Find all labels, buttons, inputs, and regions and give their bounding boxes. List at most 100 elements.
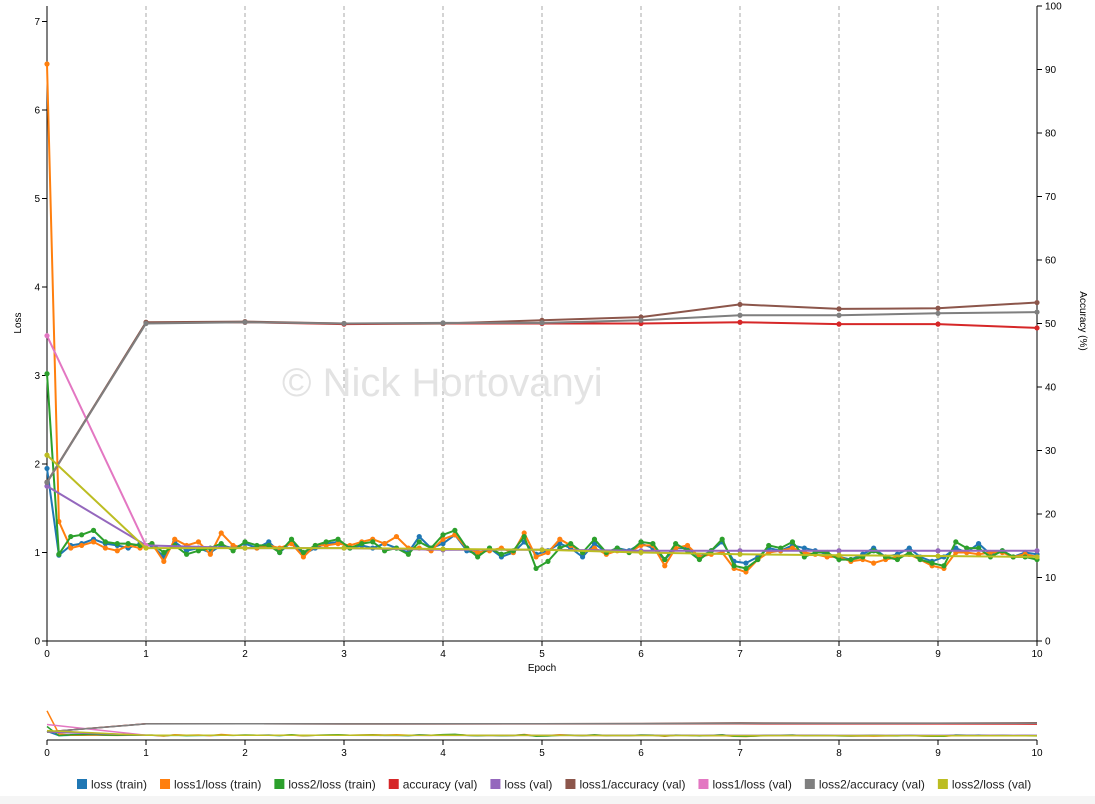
data-point-loss2-loss-train bbox=[696, 556, 703, 563]
legend-item-loss-val[interactable]: loss (val) bbox=[490, 778, 552, 792]
data-point-loss1-accuracy-val bbox=[1034, 299, 1040, 306]
data-point-loss1-loss-train bbox=[79, 542, 85, 549]
right-y-ticks: 0 10 20 30 40 50 60 70 80 90 100 bbox=[1037, 2, 1062, 648]
data-point-loss2-loss-val bbox=[341, 545, 347, 551]
data-point-loss2-loss-train bbox=[789, 539, 796, 545]
data-point-loss2-loss-train bbox=[242, 539, 248, 545]
data-point-loss2-loss-train bbox=[114, 541, 120, 547]
left-y-ticks: 0 1 2 3 4 5 6 7 bbox=[34, 17, 47, 648]
context-tick-label: 5 bbox=[539, 748, 545, 759]
context-tick-label: 7 bbox=[737, 748, 743, 759]
x-tick-label: 5 bbox=[539, 649, 545, 660]
legend-item-loss2-accuracy-val[interactable]: loss2/accuracy (val) bbox=[804, 778, 925, 792]
data-point-loss-train bbox=[591, 541, 598, 547]
legend-item-accuracy-val[interactable]: accuracy (val) bbox=[388, 778, 478, 792]
data-point-loss2-loss-train bbox=[218, 541, 224, 547]
data-point-loss2-loss-train bbox=[975, 545, 982, 551]
x-tick-label: 4 bbox=[440, 649, 446, 660]
data-point-loss2-loss-train bbox=[929, 560, 935, 566]
x-axis-title: Epoch bbox=[528, 663, 556, 674]
data-point-loss1-loss-train bbox=[871, 560, 877, 566]
data-point-loss2-loss-train bbox=[766, 542, 772, 549]
main-plot-area bbox=[44, 61, 1040, 575]
data-point-loss1-loss-train bbox=[207, 551, 213, 557]
data-point-loss2-loss-val bbox=[737, 551, 743, 557]
data-point-accuracy-val bbox=[1034, 325, 1040, 331]
data-point-loss1-loss-train bbox=[68, 545, 74, 551]
legend: loss (train) loss1/loss (train) loss2/loss… bbox=[77, 778, 1031, 792]
right-axis-title: Accuracy (%) bbox=[1077, 291, 1088, 350]
data-point-loss-val bbox=[1034, 548, 1040, 554]
data-point-loss2-loss-train bbox=[254, 542, 260, 549]
x-tick-label: 8 bbox=[836, 649, 842, 660]
data-point-loss2-loss-val bbox=[935, 553, 941, 559]
data-point-loss2-loss-train bbox=[56, 551, 62, 557]
data-point-loss1-loss-train bbox=[195, 539, 202, 545]
series-loss2-loss-val bbox=[44, 452, 1040, 560]
data-point-loss2-accuracy-val bbox=[143, 320, 149, 327]
data-point-accuracy-val bbox=[935, 321, 941, 327]
data-point-loss-train bbox=[557, 541, 563, 547]
context-brush-area[interactable]: 0 1 2 3 4 5 6 7 8 9 10 bbox=[44, 710, 1043, 759]
context-tick-label: 0 bbox=[44, 748, 50, 759]
data-point-loss1-loss-train bbox=[102, 545, 109, 551]
data-point-loss2-loss-train bbox=[277, 549, 283, 556]
data-point-loss2-accuracy-val bbox=[737, 312, 743, 318]
data-point-loss2-loss-train bbox=[125, 541, 131, 547]
data-point-loss1-accuracy-val bbox=[737, 301, 743, 308]
context-line-loss2-accuracy-val bbox=[46, 722, 1037, 733]
data-point-loss2-loss-train bbox=[102, 539, 109, 545]
legend-item-loss2-loss-val[interactable]: loss2/loss (val) bbox=[937, 778, 1031, 792]
data-point-loss2-accuracy-val bbox=[935, 310, 941, 316]
data-point-loss2-loss-val bbox=[44, 452, 50, 458]
legend-swatch bbox=[77, 779, 87, 789]
data-point-loss2-loss-train bbox=[953, 539, 959, 545]
data-point-loss2-loss-train bbox=[359, 541, 365, 547]
data-point-loss2-loss-val bbox=[143, 545, 149, 551]
data-point-loss2-accuracy-val bbox=[1034, 309, 1040, 315]
left-tick-label: 0 bbox=[34, 637, 40, 648]
right-tick-label: 100 bbox=[1045, 2, 1062, 13]
left-tick-label: 5 bbox=[34, 194, 40, 205]
data-point-loss2-loss-train bbox=[312, 542, 318, 549]
data-point-loss-val bbox=[44, 483, 50, 489]
legend-item-loss-train[interactable]: loss (train) bbox=[77, 778, 147, 792]
right-tick-label: 40 bbox=[1045, 383, 1057, 394]
data-point-loss1-loss-train bbox=[684, 542, 691, 549]
legend-item-loss1-loss-val[interactable]: loss1/loss (val) bbox=[698, 778, 792, 792]
data-point-loss2-loss-train bbox=[405, 551, 411, 557]
legend-item-loss2-loss-train[interactable]: loss2/loss (train) bbox=[274, 778, 376, 792]
context-tick-label: 10 bbox=[1031, 748, 1043, 759]
data-point-accuracy-val bbox=[836, 321, 842, 327]
data-point-loss-val bbox=[935, 548, 941, 554]
data-point-loss2-loss-train bbox=[755, 556, 761, 563]
data-point-loss-train bbox=[975, 541, 982, 547]
data-point-loss2-loss-train bbox=[300, 549, 307, 556]
context-tick-label: 4 bbox=[440, 748, 446, 759]
x-tick-label: 6 bbox=[638, 649, 644, 660]
data-point-loss1-loss-train bbox=[44, 61, 50, 67]
data-point-loss1-loss-train bbox=[475, 549, 481, 556]
x-tick-label: 2 bbox=[242, 649, 248, 660]
data-point-loss1-loss-train bbox=[440, 536, 446, 542]
data-point-loss2-loss-val bbox=[440, 546, 446, 552]
data-point-loss2-loss-train bbox=[917, 556, 923, 563]
data-point-loss2-loss-train bbox=[79, 532, 85, 538]
data-point-loss2-loss-train bbox=[416, 539, 422, 545]
data-point-loss2-loss-train bbox=[370, 539, 376, 545]
data-point-loss-val bbox=[836, 548, 842, 554]
legend-item-loss1-accuracy-val[interactable]: loss1/accuracy (val) bbox=[565, 778, 685, 792]
context-x-ticks: 0 1 2 3 4 5 6 7 8 9 10 bbox=[44, 740, 1043, 759]
context-tick-label: 8 bbox=[836, 748, 842, 759]
data-point-loss2-loss-train bbox=[288, 536, 295, 542]
legend-swatch bbox=[698, 779, 709, 789]
data-point-loss1-loss-train bbox=[172, 536, 178, 542]
series-line-loss1-loss-val bbox=[46, 335, 147, 546]
context-series bbox=[46, 710, 1038, 738]
data-point-loss1-loss-train bbox=[545, 549, 551, 556]
data-point-loss2-loss-train bbox=[638, 539, 644, 545]
right-tick-label: 10 bbox=[1045, 573, 1057, 584]
data-point-loss2-loss-train bbox=[440, 532, 446, 538]
data-point-loss2-loss-train bbox=[650, 541, 656, 547]
legend-item-loss1-loss-train[interactable]: loss1/loss (train) bbox=[160, 778, 261, 792]
